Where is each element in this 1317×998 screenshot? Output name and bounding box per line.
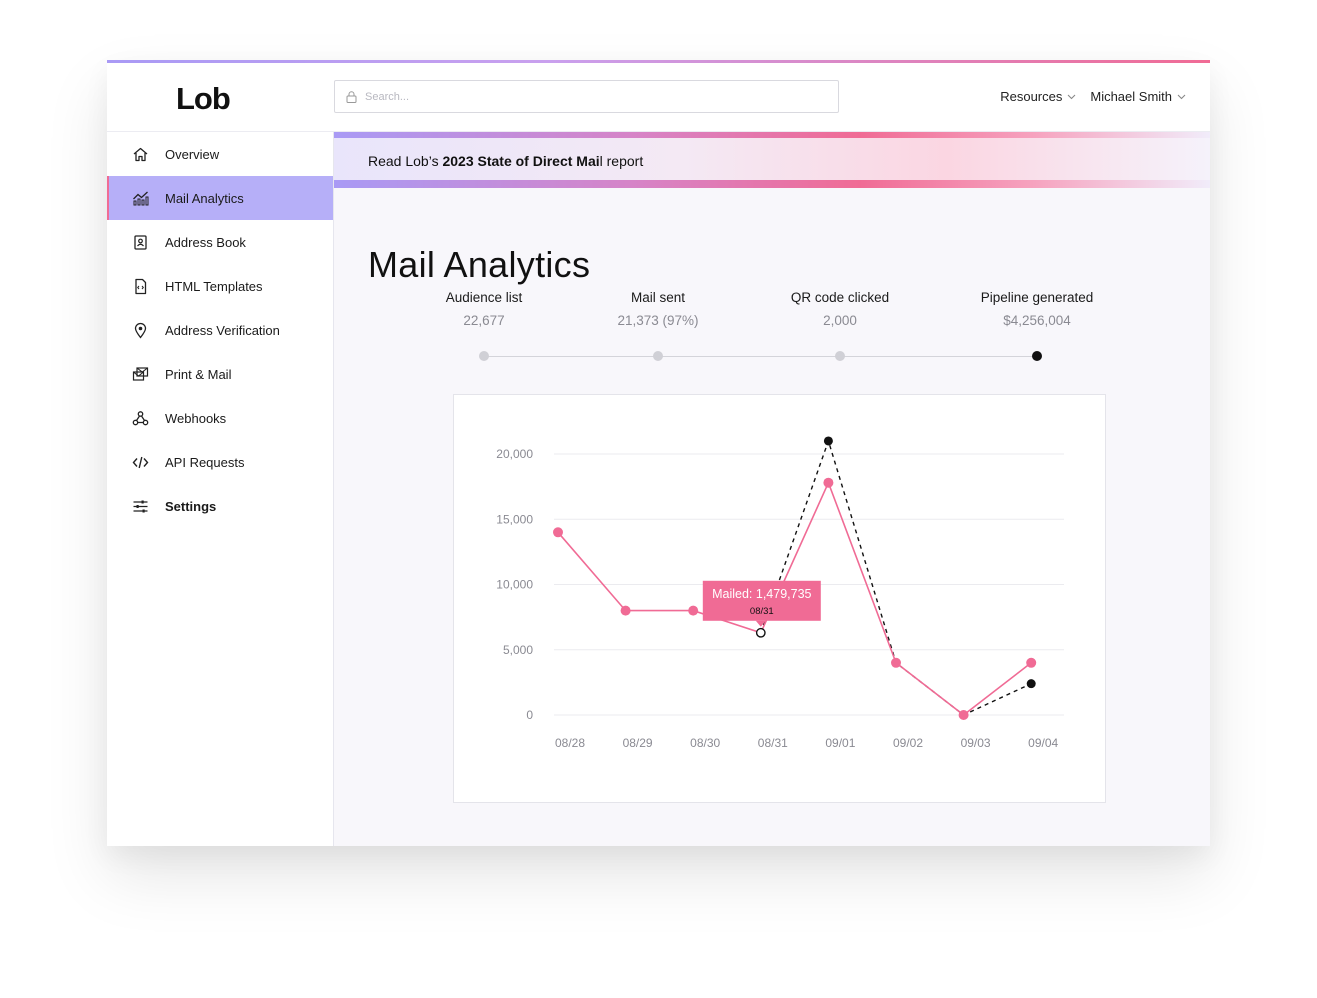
sidebar-item-label: Print & Mail: [165, 366, 232, 382]
sidebar-item-label: Settings: [165, 498, 217, 514]
tooltip-pointer: [755, 620, 766, 627]
page-title: Mail Analytics: [368, 244, 591, 286]
series-point-pink: [891, 657, 901, 668]
search-input[interactable]: [363, 89, 807, 104]
x-tick-label: 08/29: [623, 736, 653, 750]
tooltip-label: Mailed: 1,479,735: [712, 587, 811, 601]
promo-banner[interactable]: Read Lob’s 2023 State of Direct Mail rep…: [334, 132, 1210, 188]
stat-value: 22,677: [463, 313, 505, 328]
location-pin-icon: [131, 321, 149, 339]
chevron-down-icon: [1177, 94, 1186, 99]
y-tick-label: 15,000: [496, 512, 533, 526]
sidebar-item-address-verification[interactable]: Address Verification: [107, 308, 333, 352]
x-tick-label: 08/28: [555, 736, 585, 750]
series-point-pink: [553, 527, 563, 538]
sidebar-item-label: API Requests: [165, 454, 245, 470]
app-window: Lob Resources Michael Smith Overview: [107, 60, 1210, 846]
sidebar-item-label: Address Verification: [165, 322, 280, 338]
series-point-pink: [688, 605, 699, 616]
stat-value: $4,256,004: [1003, 313, 1071, 328]
print-mail-icon: [131, 365, 149, 383]
x-tick-label: 09/03: [961, 736, 991, 750]
banner-suffix: l report: [599, 153, 644, 169]
sidebar-item-label: Mail Analytics: [165, 190, 244, 206]
analytics-icon: [131, 189, 149, 207]
x-tick-label: 08/31: [758, 736, 788, 750]
x-tick-label: 08/30: [690, 736, 720, 750]
search-box[interactable]: [334, 80, 839, 113]
code-icon: [131, 453, 149, 471]
step-dot[interactable]: [479, 351, 489, 361]
sidebar-item-api-requests[interactable]: API Requests: [107, 440, 333, 484]
sidebar-item-label: Address Book: [165, 234, 246, 250]
y-tick-label: 0: [526, 708, 533, 722]
stat-value: 21,373 (97%): [617, 313, 699, 328]
stat-value: 2,000: [823, 313, 857, 328]
banner-prefix: Read Lob’s: [368, 153, 443, 169]
user-menu-dropdown[interactable]: Michael Smith: [1090, 89, 1186, 104]
funnel-stats: Audience list 22,677 Mail sent 21,373 (9…: [334, 290, 1210, 370]
stat-label: Audience list: [445, 290, 523, 305]
step-dot-active[interactable]: [1032, 351, 1042, 361]
lob-logo[interactable]: Lob: [176, 81, 231, 116]
banner-text[interactable]: Read Lob’s 2023 State of Direct Mail rep…: [368, 153, 643, 169]
chart-card: 0 5,000 10,000 15,000 20,000 08/28 08/29 08/30 0…: [453, 394, 1106, 803]
series-line-pink: [557, 480, 1032, 717]
html-file-icon: [131, 277, 149, 295]
sidebar-item-overview[interactable]: Overview: [107, 132, 333, 176]
tooltip-box: [702, 580, 821, 621]
sliders-icon: [131, 497, 149, 515]
line-chart: 0 5,000 10,000 15,000 20,000 08/28 08/29 08/30 0…: [496, 436, 1064, 750]
series-point-pink: [958, 710, 969, 720]
sidebar-item-address-book[interactable]: Address Book: [107, 220, 333, 264]
stat-label: Pipeline generated: [980, 290, 1094, 305]
top-accent-bar: [107, 60, 1210, 63]
series-point-dark: [823, 436, 833, 446]
sidebar-item-mail-analytics[interactable]: Mail Analytics: [107, 176, 333, 220]
y-tick-label: 10,000: [496, 578, 533, 592]
step-dot[interactable]: [835, 351, 845, 361]
sidebar-item-print-mail[interactable]: Print & Mail: [107, 352, 333, 396]
chevron-down-icon: [1067, 94, 1076, 99]
banner-bold: 2023 State of Direct Mai: [442, 153, 600, 169]
sidebar-item-label: HTML Templates: [165, 278, 263, 294]
x-tick-label: 09/01: [825, 736, 855, 750]
step-dot[interactable]: [653, 351, 663, 361]
hovered-point: [755, 627, 766, 638]
sidebar-item-label: Overview: [165, 146, 220, 162]
sidebar-item-label: Webhooks: [165, 410, 227, 426]
sidebar: Overview Mail Analytics Address Book HTM…: [107, 132, 334, 846]
stat-mail-sent[interactable]: Mail sent 21,373 (97%): [568, 290, 748, 328]
x-tick-label: 09/02: [893, 736, 923, 750]
top-nav: Resources Michael Smith: [1000, 89, 1186, 104]
user-name: Michael Smith: [1090, 89, 1172, 104]
webhooks-icon: [131, 409, 149, 427]
stat-audience-list[interactable]: Audience list 22,677: [394, 290, 574, 328]
sidebar-item-html-templates[interactable]: HTML Templates: [107, 264, 333, 308]
stat-qr-code-clicked[interactable]: QR code clicked 2,000: [750, 290, 930, 328]
sidebar-item-settings[interactable]: Settings: [107, 484, 333, 528]
address-book-icon: [131, 233, 149, 251]
y-tick-label: 5,000: [503, 643, 533, 657]
lock-icon: [346, 90, 357, 103]
stepper-track: [484, 356, 1037, 357]
stat-pipeline-generated[interactable]: Pipeline generated $4,256,004: [947, 290, 1127, 328]
series-point-dark: [1026, 679, 1036, 689]
stat-label: Mail sent: [630, 290, 686, 305]
top-header: Lob Resources Michael Smith: [107, 63, 1210, 132]
resources-dropdown[interactable]: Resources: [1000, 89, 1076, 104]
home-icon: [131, 145, 149, 163]
sidebar-item-webhooks[interactable]: Webhooks: [107, 396, 333, 440]
series-point-pink: [1026, 657, 1037, 668]
y-tick-label: 20,000: [496, 447, 533, 461]
x-tick-label: 09/04: [1028, 736, 1058, 750]
resources-label: Resources: [1000, 89, 1063, 104]
tooltip-date: 08/31: [750, 606, 774, 617]
series-point-pink: [823, 477, 834, 488]
series-point-pink: [620, 605, 631, 616]
stat-label: QR code clicked: [790, 290, 890, 305]
series-line-dashed: [760, 438, 1032, 716]
